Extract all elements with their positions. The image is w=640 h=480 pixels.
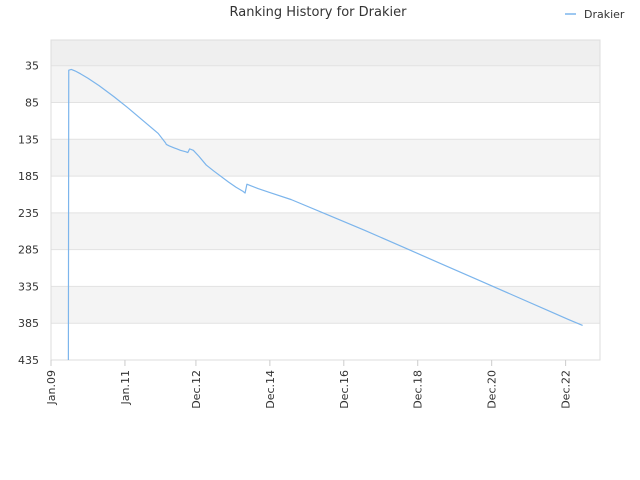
plot-band xyxy=(51,139,600,177)
y-axis-ticks: 35 85 135 185 235 285 335 385 435 xyxy=(18,60,39,367)
x-tick-label: Dec.20 xyxy=(486,370,499,409)
legend-label: Drakier xyxy=(584,8,625,21)
x-tick-label: Dec.16 xyxy=(338,370,351,409)
x-tick-label: Dec.14 xyxy=(264,370,277,409)
y-tick-label: 185 xyxy=(18,170,39,183)
x-tick-label: Dec.18 xyxy=(412,370,425,409)
series-group xyxy=(67,68,583,361)
series-line-drakier xyxy=(67,68,583,361)
plot-band xyxy=(51,323,600,360)
x-tick-label: Jan.11 xyxy=(119,370,132,405)
plot-band xyxy=(51,40,600,66)
plot-bands xyxy=(51,40,600,360)
x-axis-ticks: Jan.09 Jan.11 Dec.12 Dec.14 Dec.16 Dec.18 Dec.… xyxy=(45,360,573,409)
y-tick-label: 35 xyxy=(25,60,39,73)
x-tick-label: Jan.09 xyxy=(45,370,58,405)
y-tick-label: 335 xyxy=(18,280,39,293)
plot-band xyxy=(51,102,600,140)
chart-title: Ranking History for Drakier xyxy=(230,5,408,20)
legend: Drakier xyxy=(565,8,625,21)
plot-band xyxy=(51,212,600,250)
plot-band xyxy=(51,176,600,213)
y-tick-label: 285 xyxy=(18,244,39,257)
y-tick-label: 135 xyxy=(18,133,39,146)
plot-band xyxy=(51,249,600,287)
plot-frame xyxy=(50,39,601,361)
plot-band xyxy=(51,286,600,324)
y-tick-label: 235 xyxy=(18,207,39,220)
x-tick-label: Dec.12 xyxy=(190,370,203,409)
x-tick-label: Dec.22 xyxy=(560,370,573,409)
y-tick-label: 85 xyxy=(25,97,39,110)
y-tick-label: 385 xyxy=(18,317,39,330)
y-tick-label: 435 xyxy=(18,354,39,367)
plot-band xyxy=(51,65,600,103)
